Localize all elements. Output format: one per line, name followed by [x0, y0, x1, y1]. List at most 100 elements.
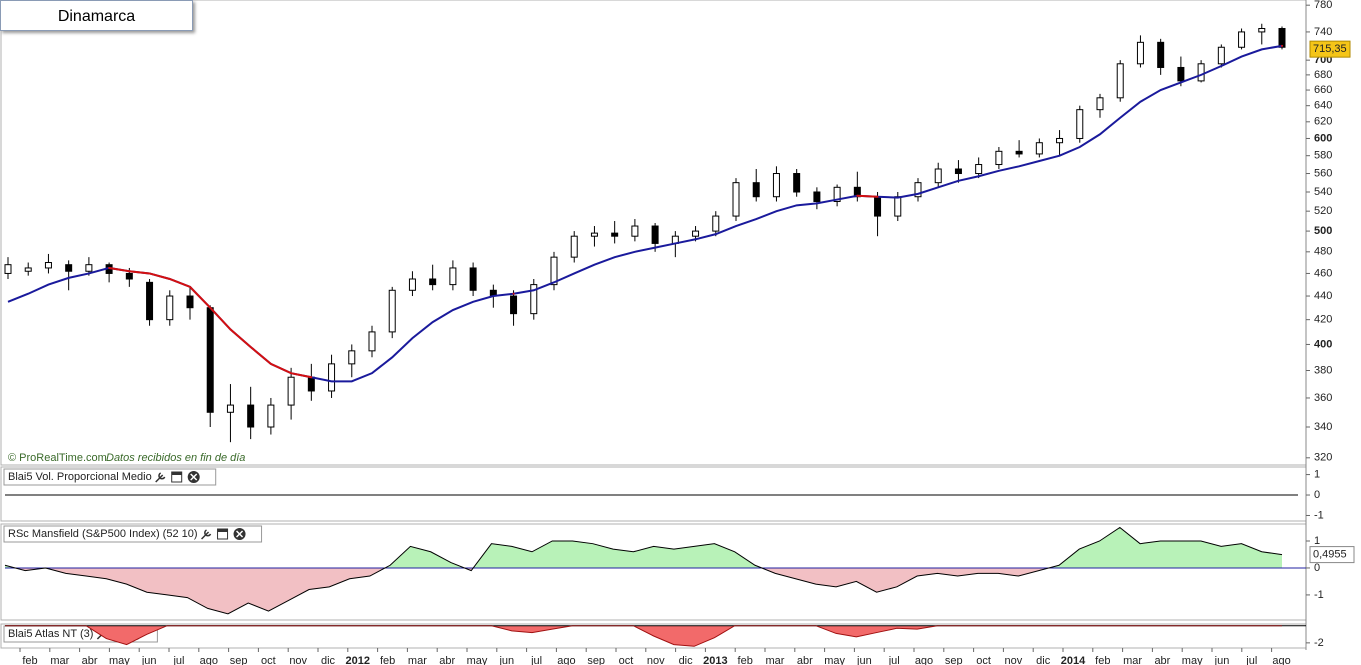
y-tick-label: -1 — [1314, 509, 1324, 521]
candle-body — [1157, 41, 1165, 68]
x-tick-label: oct — [619, 655, 634, 665]
candle-body — [1076, 109, 1084, 139]
area-negative — [15, 567, 1049, 614]
area-positive — [5, 527, 1282, 568]
y-tick-label: 640 — [1314, 100, 1332, 112]
y-tick-label: -2 — [1314, 637, 1324, 649]
moving-average-above — [856, 194, 879, 198]
settings-icon[interactable] — [155, 472, 166, 483]
x-tick-label: oct — [976, 655, 991, 665]
candle-body — [570, 235, 578, 258]
x-tick-label: 2014 — [1061, 655, 1086, 665]
candle-body — [1035, 142, 1043, 155]
x-tick-label: mar — [408, 655, 427, 665]
candle-body — [146, 281, 154, 321]
x-tick-label: jul — [1245, 655, 1257, 665]
candle-body — [267, 404, 275, 428]
x-tick-label: sep — [230, 655, 248, 665]
window-icon-bar — [217, 529, 228, 532]
candle-body — [388, 289, 396, 333]
x-tick-label: abr — [439, 655, 455, 665]
indicator-line — [13, 567, 1051, 615]
candle-body — [166, 295, 174, 321]
candle-body — [1015, 150, 1023, 155]
panel-title: Blai5 Atlas NT (3) — [8, 628, 93, 640]
candle-body — [125, 272, 133, 280]
candle-body — [631, 225, 639, 237]
y-tick-label: 340 — [1314, 421, 1332, 433]
settings-icon[interactable] — [201, 529, 212, 540]
x-tick-label: may — [1182, 655, 1203, 665]
candle-body — [550, 256, 558, 286]
candle-body — [206, 307, 214, 413]
candle-body — [85, 264, 93, 272]
candle-body — [226, 404, 234, 413]
candle-body — [1056, 137, 1064, 144]
close-icon-x — [236, 530, 244, 538]
price-tag-label: 715,35 — [1313, 43, 1347, 55]
panel-title: RSc Mansfield (S&P500 Index) (52 10) — [8, 528, 198, 540]
candle-body — [44, 262, 52, 269]
indicator-line — [5, 625, 1282, 626]
candle-body — [1197, 63, 1205, 82]
y-tick-label: 0 — [1314, 562, 1320, 574]
candle-body — [247, 404, 255, 428]
x-tick-label: jul — [888, 655, 900, 665]
x-tick-label: nov — [647, 655, 665, 665]
y-tick-label: 560 — [1314, 167, 1332, 179]
y-tick-label: 580 — [1314, 150, 1332, 162]
y-tick-label: 400 — [1314, 338, 1332, 350]
area-negative — [5, 625, 1282, 647]
x-tick-label: jul — [172, 655, 184, 665]
y-tick-label: 460 — [1314, 267, 1332, 279]
window-icon-bar — [171, 472, 182, 475]
candle-body — [651, 225, 659, 244]
candle-body — [975, 164, 983, 175]
y-tick-label: 440 — [1314, 290, 1332, 302]
source-note: Datos recibidos en fin de día — [106, 452, 245, 464]
x-tick-label: 2013 — [703, 655, 727, 665]
indicator-line — [4, 526, 1283, 568]
candle-body — [24, 267, 32, 272]
candle-body — [469, 267, 477, 291]
x-tick-label: ago — [200, 655, 218, 665]
candle-body — [793, 173, 801, 193]
y-tick-label: 520 — [1314, 205, 1332, 217]
candle-body — [1136, 41, 1144, 65]
x-tick-label: mar — [50, 655, 69, 665]
y-tick-label: 700 — [1314, 54, 1332, 66]
x-tick-label: abr — [797, 655, 813, 665]
candle-body — [934, 168, 942, 184]
y-tick-label: 420 — [1314, 314, 1332, 326]
candle-body — [954, 168, 962, 175]
x-tick-label: dic — [679, 655, 694, 665]
value-tag-label: 0,4955 — [1313, 548, 1347, 560]
close-icon-x — [190, 473, 198, 481]
candle-body — [874, 196, 882, 217]
candle-body — [408, 278, 416, 291]
x-tick-label: ago — [557, 655, 575, 665]
x-tick-label: may — [467, 655, 488, 665]
moving-average — [7, 44, 1283, 383]
candle-body — [307, 376, 315, 392]
x-tick-label: nov — [289, 655, 307, 665]
candle-body — [1217, 46, 1225, 65]
y-tick-label: 740 — [1314, 26, 1332, 38]
x-tick-label: ago — [915, 655, 933, 665]
source: © ProRealTime.com — [8, 452, 107, 464]
candle-body — [914, 182, 922, 198]
x-tick-label: mar — [766, 655, 785, 665]
value-tag — [1309, 546, 1355, 564]
y-tick-label: 540 — [1314, 186, 1332, 198]
x-tick-label: feb — [738, 655, 753, 665]
candle-body — [368, 331, 376, 352]
panel-title-box — [3, 525, 263, 543]
candle-body — [813, 191, 821, 202]
x-tick-label: abr — [1154, 655, 1170, 665]
x-tick-label: abr — [82, 655, 98, 665]
candle-body — [712, 215, 720, 232]
candle-body — [772, 173, 780, 198]
indicator-line — [5, 625, 1282, 647]
x-tick-label: jun — [1214, 655, 1230, 665]
